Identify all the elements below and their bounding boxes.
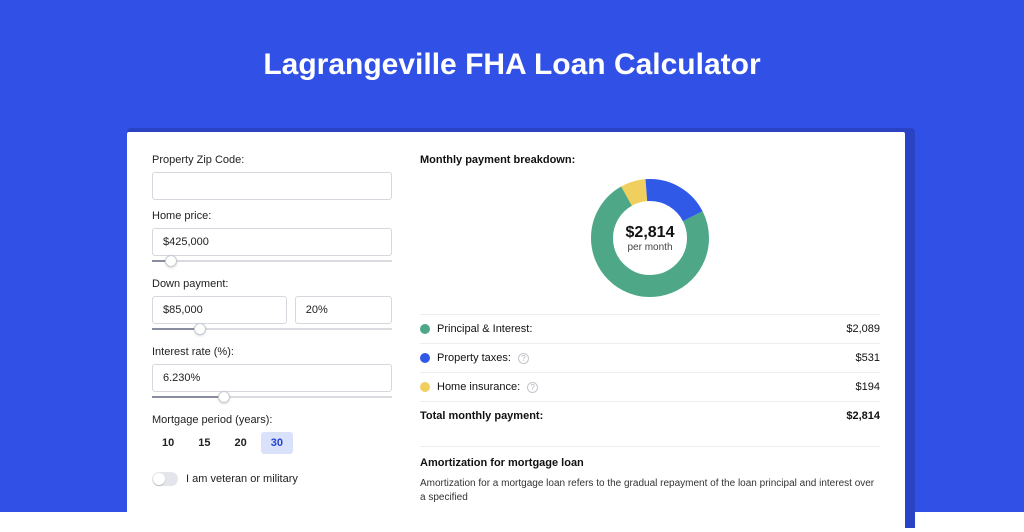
total-label: Total monthly payment: xyxy=(420,410,543,422)
veteran-toggle[interactable] xyxy=(152,472,178,486)
breakdown-label: Home insurance: xyxy=(437,381,520,393)
donut-sub: per month xyxy=(627,242,672,253)
page-title: Lagrangeville FHA Loan Calculator xyxy=(0,0,1024,110)
breakdown-row: Property taxes:? $531 xyxy=(420,344,880,373)
breakdown-rows: Principal & Interest: $2,089 Property taxe… xyxy=(420,314,880,432)
breakdown-row: Principal & Interest: $2,089 xyxy=(420,315,880,344)
breakdown-column: Monthly payment breakdown: $2,814 per mo… xyxy=(420,154,880,532)
breakdown-value: $2,089 xyxy=(846,323,880,335)
down-payment-label: Down payment: xyxy=(152,278,392,290)
period-option-20[interactable]: 20 xyxy=(225,432,257,454)
period-option-15[interactable]: 15 xyxy=(188,432,220,454)
down-payment-slider[interactable] xyxy=(152,322,392,336)
home-price-slider[interactable] xyxy=(152,254,392,268)
breakdown-label: Principal & Interest: xyxy=(437,323,532,335)
mortgage-period-label: Mortgage period (years): xyxy=(152,414,392,426)
breakdown-label: Property taxes: xyxy=(437,352,511,364)
total-value: $2,814 xyxy=(846,410,880,422)
veteran-label: I am veteran or military xyxy=(186,473,298,485)
calculator-card: Property Zip Code: Home price: Down paym… xyxy=(127,132,905,532)
donut-total: $2,814 xyxy=(626,224,675,242)
amortization-body: Amortization for a mortgage loan refers … xyxy=(420,477,880,505)
down-payment-input[interactable] xyxy=(152,296,287,324)
breakdown-value: $531 xyxy=(856,352,880,364)
amortization-title: Amortization for mortgage loan xyxy=(420,446,880,469)
interest-rate-input[interactable] xyxy=(152,364,392,392)
donut-chart: $2,814 per month xyxy=(588,176,712,300)
info-icon[interactable]: ? xyxy=(518,353,529,364)
period-option-10[interactable]: 10 xyxy=(152,432,184,454)
home-price-input[interactable] xyxy=(152,228,392,256)
form-column: Property Zip Code: Home price: Down paym… xyxy=(152,154,392,532)
legend-dot xyxy=(420,382,430,392)
period-option-30[interactable]: 30 xyxy=(261,432,293,454)
interest-rate-slider[interactable] xyxy=(152,390,392,404)
mortgage-period-group: 10152030 xyxy=(152,432,392,454)
info-icon[interactable]: ? xyxy=(527,382,538,393)
donut-wrap: $2,814 per month xyxy=(420,172,880,314)
breakdown-row: Home insurance:? $194 xyxy=(420,373,880,402)
legend-dot xyxy=(420,324,430,334)
breakdown-total-row: Total monthly payment: $2,814 xyxy=(420,402,880,432)
zip-label: Property Zip Code: xyxy=(152,154,392,166)
legend-dot xyxy=(420,353,430,363)
page: Lagrangeville FHA Loan Calculator Proper… xyxy=(0,0,1024,512)
zip-input[interactable] xyxy=(152,172,392,200)
down-payment-pct-input[interactable] xyxy=(295,296,392,324)
veteran-row: I am veteran or military xyxy=(152,472,392,486)
breakdown-title: Monthly payment breakdown: xyxy=(420,154,880,166)
home-price-label: Home price: xyxy=(152,210,392,222)
breakdown-value: $194 xyxy=(856,381,880,393)
interest-rate-label: Interest rate (%): xyxy=(152,346,392,358)
